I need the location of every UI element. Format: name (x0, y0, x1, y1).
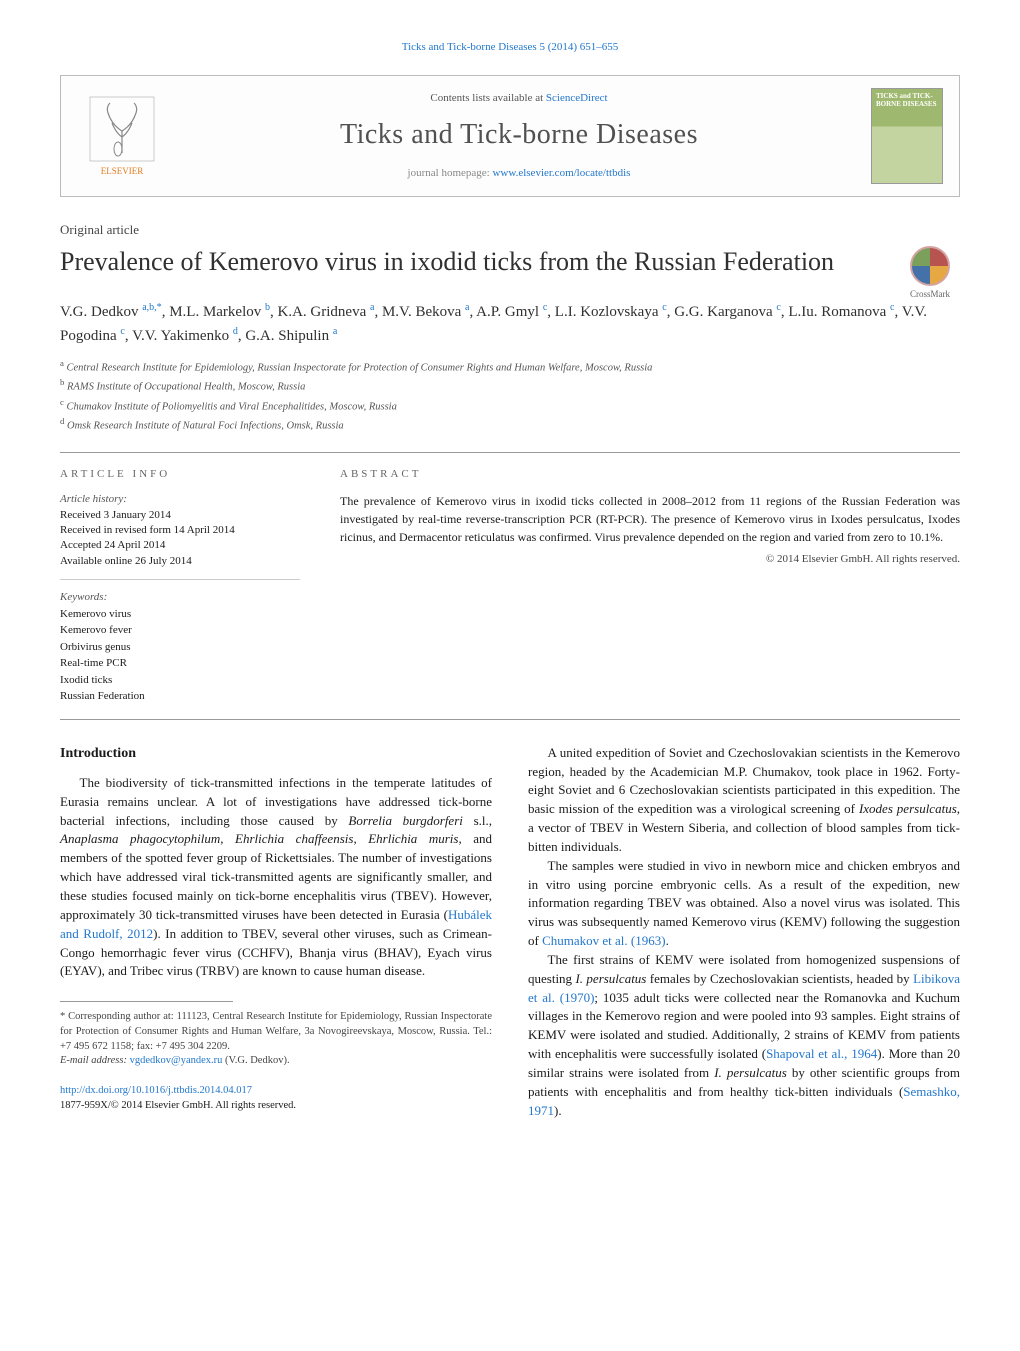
left-column: Introduction The biodiversity of tick-tr… (60, 744, 492, 1121)
journal-homepage-link[interactable]: www.elsevier.com/locate/ttbdis (492, 167, 630, 179)
article-history-list: Received 3 January 2014Received in revis… (60, 508, 300, 570)
article-info-sidebar: ARTICLE INFO Article history: Received 3… (60, 467, 300, 705)
email-label: E-mail address: (60, 1055, 130, 1066)
author-list: V.G. Dedkov a,b,*, M.L. Markelov b, K.A.… (60, 300, 960, 347)
article-history-label: Article history: (60, 492, 300, 507)
article-info-heading: ARTICLE INFO (60, 467, 300, 482)
history-item: Accepted 24 April 2014 (60, 538, 300, 553)
citation-header: Ticks and Tick-borne Diseases 5 (2014) 6… (60, 40, 960, 55)
history-item: Received in revised form 14 April 2014 (60, 523, 300, 538)
issn-copyright: 1877-959X/© 2014 Elsevier GmbH. All righ… (60, 1098, 492, 1113)
keyword-item: Russian Federation (60, 688, 300, 705)
journal-title: Ticks and Tick-borne Diseases (167, 115, 871, 154)
abstract-text: The prevalence of Kemerovo virus in ixod… (340, 492, 960, 546)
keyword-item: Kemerovo fever (60, 622, 300, 639)
footnotes: * Corresponding author at: 111123, Centr… (60, 1010, 492, 1069)
introduction-heading: Introduction (60, 744, 492, 764)
doi-block: http://dx.doi.org/10.1016/j.ttbdis.2014.… (60, 1083, 492, 1113)
keyword-item: Orbivirus genus (60, 639, 300, 656)
body-paragraph: The samples were studied in vivo in newb… (528, 857, 960, 951)
journal-cover-thumbnail: TICKS and TICK-BORNE DISEASES (871, 88, 943, 184)
keyword-item: Ixodid ticks (60, 672, 300, 689)
affiliations: a Central Research Institute for Epidemi… (60, 357, 960, 434)
article-title: Prevalence of Kemerovo virus in ixodid t… (60, 246, 888, 279)
corresponding-email-link[interactable]: vgdedkov@yandex.ru (130, 1055, 223, 1066)
journal-header: ELSEVIER Contents lists available at Sci… (60, 75, 960, 197)
publisher-name: ELSEVIER (101, 165, 144, 178)
publisher-logo: ELSEVIER (77, 91, 167, 181)
keywords-label: Keywords: (60, 590, 300, 605)
crossmark-icon (910, 246, 950, 286)
journal-homepage: journal homepage: www.elsevier.com/locat… (167, 166, 871, 181)
history-item: Received 3 January 2014 (60, 508, 300, 523)
body-paragraph: The first strains of KEMV were isolated … (528, 951, 960, 1121)
elsevier-tree-icon (88, 95, 156, 163)
sciencedirect-link[interactable]: ScienceDirect (546, 92, 608, 104)
keyword-item: Kemerovo virus (60, 606, 300, 623)
abstract-copyright: © 2014 Elsevier GmbH. All rights reserve… (340, 552, 960, 567)
keyword-item: Real-time PCR (60, 655, 300, 672)
contents-available: Contents lists available at ScienceDirec… (167, 91, 871, 106)
abstract-heading: ABSTRACT (340, 467, 960, 482)
abstract-block: ABSTRACT The prevalence of Kemerovo viru… (340, 467, 960, 705)
body-paragraph: A united expedition of Soviet and Czecho… (528, 744, 960, 857)
article-type: Original article (60, 221, 960, 239)
history-item: Available online 26 July 2014 (60, 554, 300, 569)
crossmark-badge[interactable]: CrossMark (900, 246, 960, 301)
footnote-separator (60, 1001, 233, 1002)
right-column: A united expedition of Soviet and Czecho… (528, 744, 960, 1121)
doi-link[interactable]: http://dx.doi.org/10.1016/j.ttbdis.2014.… (60, 1085, 252, 1096)
corresponding-author-note: * Corresponding author at: 111123, Centr… (60, 1010, 492, 1054)
body-paragraph: The biodiversity of tick-transmitted inf… (60, 774, 492, 981)
keywords-list: Kemerovo virusKemerovo feverOrbivirus ge… (60, 606, 300, 705)
